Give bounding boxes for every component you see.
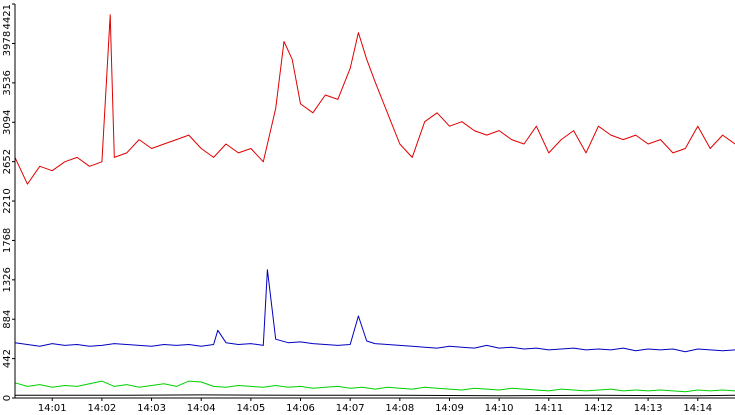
y-tick-label: 884 — [2, 310, 13, 329]
x-tick-label: 14:04 — [187, 403, 216, 414]
y-axis: 0 442 884 1326 1768 2210 2652 3094 3536 3978 4421 — [2, 3, 16, 401]
y-tick-label: 1326 — [2, 267, 13, 292]
y-tick-label: 1768 — [2, 228, 13, 253]
y-tick-label: 2652 — [2, 149, 13, 174]
x-tick-label: 14:06 — [286, 403, 315, 414]
series-black-line — [15, 394, 735, 397]
plot-area — [14, 14, 735, 397]
x-tick-label: 14:09 — [435, 403, 464, 414]
x-tick-label: 14:12 — [584, 403, 613, 414]
x-tick-label: 14:08 — [385, 403, 414, 414]
x-tick-label: 14:05 — [236, 403, 265, 414]
x-tick-label: 14:13 — [634, 403, 663, 414]
series-green-line — [14, 380, 735, 393]
y-tick-label: 4421 — [2, 4, 13, 29]
y-tick-label: 442 — [2, 349, 13, 368]
y-tick-label: 3536 — [2, 70, 13, 95]
y-tick-label: 3978 — [2, 31, 13, 56]
x-axis: 14:01 14:02 14:03 14:04 14:05 14:06 14:07 14:08… — [15, 397, 735, 414]
x-tick-label: 14:11 — [534, 403, 563, 414]
x-tick-label: 14:07 — [336, 403, 365, 414]
series-red-line — [14, 14, 735, 185]
x-tick-label: 14:02 — [87, 403, 116, 414]
y-tick-label: 0 — [2, 395, 13, 401]
x-tick-label: 14:14 — [683, 403, 712, 414]
x-tick-label: 14:03 — [137, 403, 166, 414]
series-blue-line — [14, 269, 735, 353]
y-tick-label: 3094 — [2, 110, 13, 135]
x-tick-label: 14:10 — [485, 403, 514, 414]
x-tick-label: 14:01 — [38, 403, 67, 414]
y-tick-label: 2210 — [2, 188, 13, 213]
